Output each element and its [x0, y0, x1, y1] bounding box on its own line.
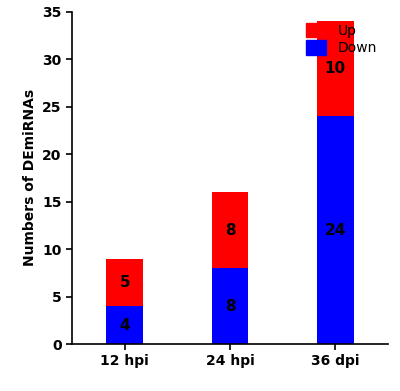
Bar	[106, 306, 143, 344]
Legend: Up, Down: Up, Down	[302, 19, 381, 59]
Bar	[212, 192, 248, 268]
Text: 24: 24	[325, 222, 346, 238]
Y-axis label: Numbers of DEmiRNAs: Numbers of DEmiRNAs	[22, 89, 36, 267]
Bar	[317, 21, 354, 116]
Text: 8: 8	[225, 299, 235, 314]
Text: 5: 5	[119, 275, 130, 290]
Text: 8: 8	[225, 222, 235, 238]
Bar	[317, 116, 354, 344]
Bar	[106, 258, 143, 306]
Text: 4: 4	[119, 317, 130, 333]
Bar	[212, 268, 248, 344]
Text: 10: 10	[325, 61, 346, 76]
